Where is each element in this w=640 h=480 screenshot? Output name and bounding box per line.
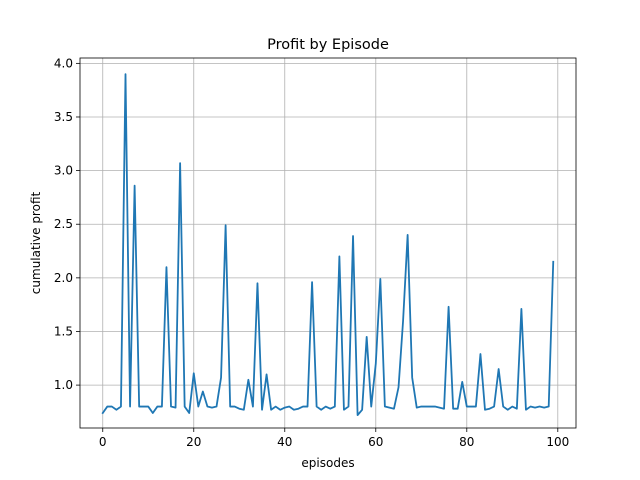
grid bbox=[80, 58, 576, 428]
y-tick-label: 3.5 bbox=[54, 110, 73, 124]
y-axis-ticks: 1.0 1.5 2.0 2.5 3.0 3.5 4.0 bbox=[54, 56, 80, 392]
y-tick-label: 1.5 bbox=[54, 324, 73, 338]
chart-title: Profit by Episode bbox=[267, 37, 389, 53]
y-tick-label: 4.0 bbox=[54, 56, 73, 70]
x-tick-label: 40 bbox=[277, 435, 292, 449]
x-axis-ticks: 0 20 40 60 80 100 bbox=[99, 428, 569, 449]
x-tick-label: 100 bbox=[546, 435, 569, 449]
x-axis-label: episodes bbox=[301, 456, 354, 470]
y-tick-label: 2.0 bbox=[54, 271, 73, 285]
y-axis-label: cumulative profit bbox=[29, 192, 43, 295]
series-line bbox=[101, 73, 555, 417]
series-layer bbox=[101, 73, 555, 417]
x-tick-label: 0 bbox=[99, 435, 107, 449]
x-tick-label: 60 bbox=[368, 435, 383, 449]
plot-frame bbox=[79, 57, 577, 429]
y-tick-label: 3.0 bbox=[54, 164, 73, 178]
x-tick-label: 80 bbox=[459, 435, 474, 449]
y-tick-label: 1.0 bbox=[54, 378, 73, 392]
x-tick-label: 20 bbox=[186, 435, 201, 449]
y-tick-label: 2.5 bbox=[54, 217, 73, 231]
